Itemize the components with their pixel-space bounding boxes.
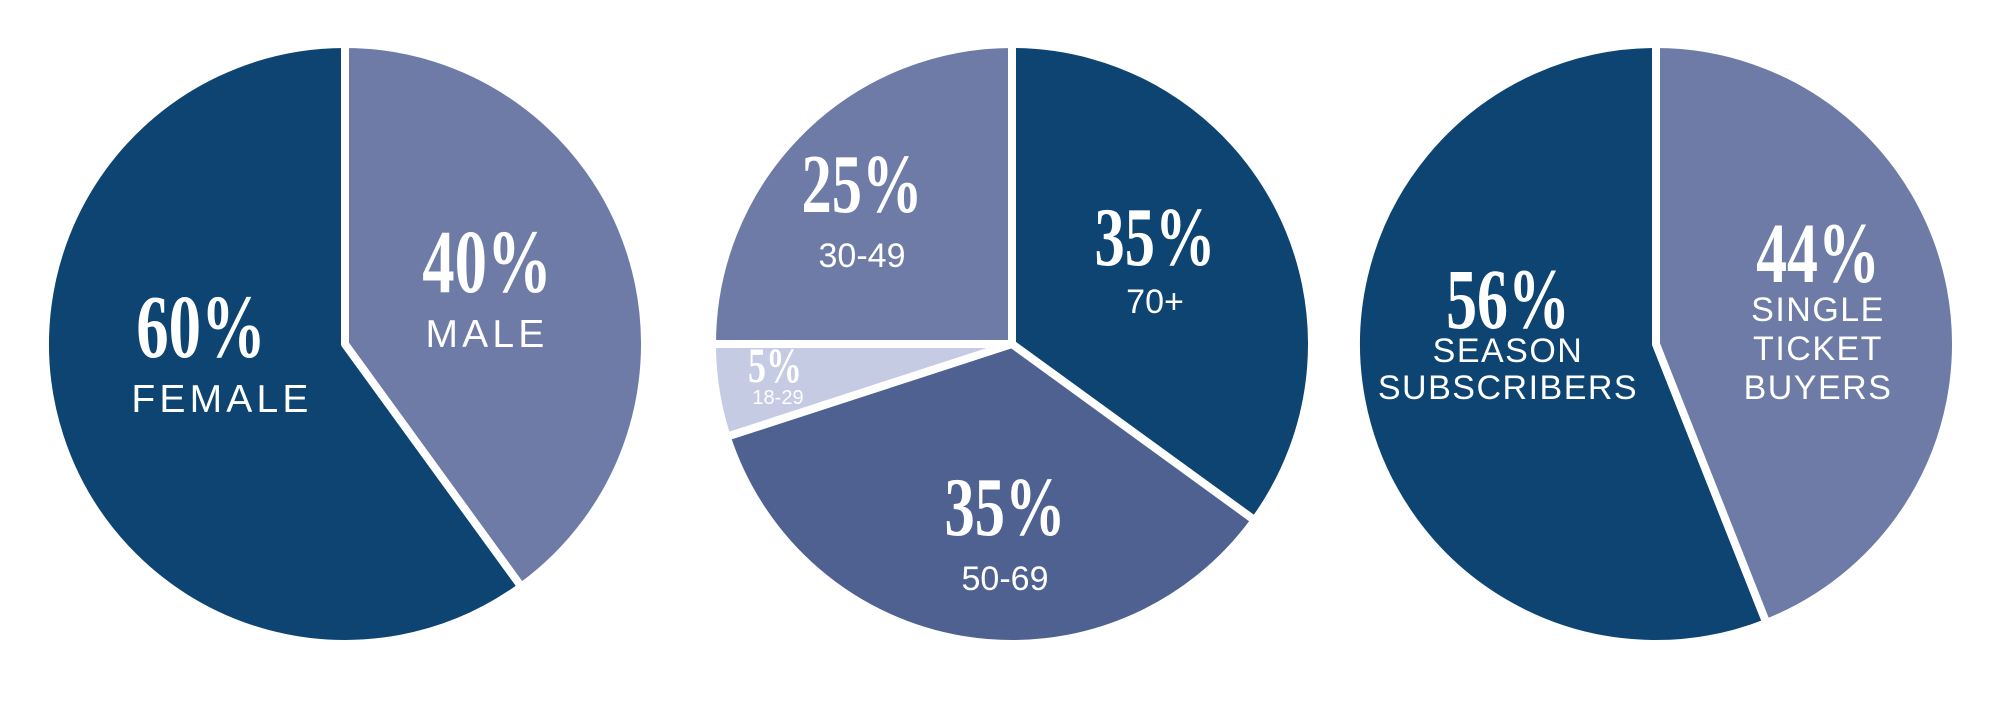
svg-text:44%: 44% <box>1756 206 1880 301</box>
svg-text:18-29: 18-29 <box>752 387 803 409</box>
svg-text:35%: 35% <box>1095 190 1216 283</box>
svg-text:30-49: 30-49 <box>819 237 906 275</box>
svg-text:50-69: 50-69 <box>962 560 1049 598</box>
svg-text:35%: 35% <box>945 460 1066 553</box>
svg-text:40%: 40% <box>422 212 552 312</box>
svg-text:5%: 5% <box>748 338 802 393</box>
svg-text:SEASON: SEASON <box>1433 332 1584 370</box>
svg-text:25%: 25% <box>802 137 923 230</box>
svg-text:FEMALE: FEMALE <box>131 378 312 421</box>
svg-text:60%: 60% <box>136 277 266 377</box>
svg-text:SUBSCRIBERS: SUBSCRIBERS <box>1378 369 1638 407</box>
svg-text:MALE: MALE <box>425 313 548 356</box>
svg-text:70+: 70+ <box>1126 283 1184 321</box>
svg-text:BUYERS: BUYERS <box>1744 369 1893 407</box>
svg-text:TICKET: TICKET <box>1753 330 1883 368</box>
svg-text:SINGLE: SINGLE <box>1751 291 1885 329</box>
